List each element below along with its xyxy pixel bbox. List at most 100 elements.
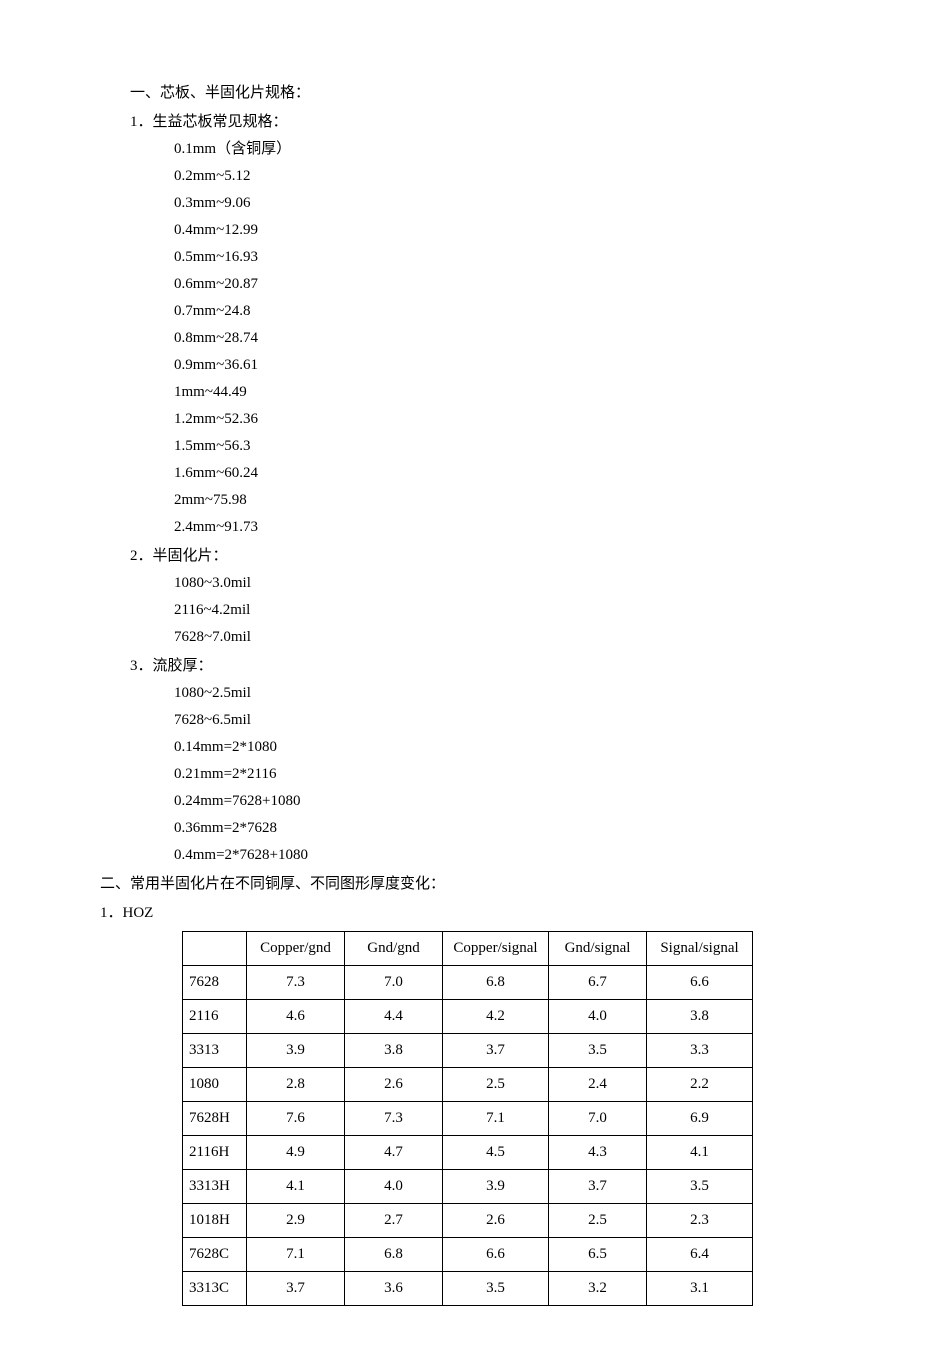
table-cell: 3313C: [183, 1272, 247, 1306]
table-row: 2116 4.6 4.4 4.2 4.0 3.8: [183, 1000, 753, 1034]
table-cell: 1018H: [183, 1204, 247, 1238]
table-cell: 7.0: [549, 1102, 647, 1136]
table-cell: 3313H: [183, 1170, 247, 1204]
table-cell: 2.2: [647, 1068, 753, 1102]
table-cell: 4.1: [247, 1170, 345, 1204]
table-cell: 2116H: [183, 1136, 247, 1170]
table-cell: 3.9: [443, 1170, 549, 1204]
list-item: 2.4mm~91.73: [130, 514, 820, 541]
table-cell: 4.0: [549, 1000, 647, 1034]
table-cell: 3.7: [549, 1170, 647, 1204]
table-cell: 2.7: [345, 1204, 443, 1238]
table-cell: 7.6: [247, 1102, 345, 1136]
list-item: 0.21mm=2*2116: [130, 761, 820, 788]
table-row: 3313 3.9 3.8 3.7 3.5 3.3: [183, 1034, 753, 1068]
table-cell: 3.1: [647, 1272, 753, 1306]
table-cell: 4.7: [345, 1136, 443, 1170]
list-item: 1080~3.0mil: [130, 570, 820, 597]
table-header: Copper/gnd: [247, 932, 345, 966]
list-item: 1mm~44.49: [130, 379, 820, 406]
sub-1-2-heading: 2．半固化片：: [130, 543, 820, 570]
table-cell: 3.9: [247, 1034, 345, 1068]
table-cell: 7628H: [183, 1102, 247, 1136]
sub-1-3-heading: 3．流胶厚：: [130, 653, 820, 680]
table-cell: 2.5: [549, 1204, 647, 1238]
table-cell: 3.7: [443, 1034, 549, 1068]
table-cell: 2.4: [549, 1068, 647, 1102]
sub-2-1-heading: 1．HOZ: [100, 900, 820, 927]
table-header: Gnd/signal: [549, 932, 647, 966]
table-cell: 2.9: [247, 1204, 345, 1238]
table-cell: 3.5: [549, 1034, 647, 1068]
list-item: 2mm~75.98: [130, 487, 820, 514]
table-cell: 2116: [183, 1000, 247, 1034]
subsection-1-3: 3．流胶厚： 1080~2.5mil 7628~6.5mil 0.14mm=2*…: [130, 653, 820, 869]
table-cell: 3.2: [549, 1272, 647, 1306]
table-row: 3313H 4.1 4.0 3.9 3.7 3.5: [183, 1170, 753, 1204]
table-cell: 3.8: [345, 1034, 443, 1068]
table-cell: 6.9: [647, 1102, 753, 1136]
list-item: 1.6mm~60.24: [130, 460, 820, 487]
list-item: 0.1mm（含铜厚）: [130, 136, 820, 163]
table-cell: 7.1: [443, 1102, 549, 1136]
list-item: 0.6mm~20.87: [130, 271, 820, 298]
table-cell: 6.5: [549, 1238, 647, 1272]
table-cell: 3.5: [647, 1170, 753, 1204]
section-2-heading: 二、常用半固化片在不同铜厚、不同图形厚度变化：: [100, 871, 820, 898]
list-item: 0.14mm=2*1080: [130, 734, 820, 761]
table-header: Copper/signal: [443, 932, 549, 966]
table-cell: 7.1: [247, 1238, 345, 1272]
table-cell: 6.8: [443, 966, 549, 1000]
table-cell: 6.6: [443, 1238, 549, 1272]
list-item: 1.2mm~52.36: [130, 406, 820, 433]
table-cell: 7.0: [345, 966, 443, 1000]
list-item: 0.7mm~24.8: [130, 298, 820, 325]
table-cell: 4.0: [345, 1170, 443, 1204]
list-item: 0.24mm=7628+1080: [130, 788, 820, 815]
table-cell: 7628C: [183, 1238, 247, 1272]
table-cell: 3.7: [247, 1272, 345, 1306]
table-row: 1080 2.8 2.6 2.5 2.4 2.2: [183, 1068, 753, 1102]
table-cell: 7.3: [247, 966, 345, 1000]
table-row: 3313C 3.7 3.6 3.5 3.2 3.1: [183, 1272, 753, 1306]
sub-1-1-heading: 1．生益芯板常见规格：: [130, 109, 820, 136]
table-cell: 3313: [183, 1034, 247, 1068]
table-cell: 2.5: [443, 1068, 549, 1102]
table-cell: 4.2: [443, 1000, 549, 1034]
table-row: 7628 7.3 7.0 6.8 6.7 6.6: [183, 966, 753, 1000]
list-item: 7628~7.0mil: [130, 624, 820, 651]
list-item: 0.8mm~28.74: [130, 325, 820, 352]
list-item: 2116~4.2mil: [130, 597, 820, 624]
table-cell: 6.6: [647, 966, 753, 1000]
table-cell: 3.8: [647, 1000, 753, 1034]
table-header-row: Copper/gnd Gnd/gnd Copper/signal Gnd/sig…: [183, 932, 753, 966]
subsection-1-1: 1．生益芯板常见规格： 0.1mm（含铜厚） 0.2mm~5.12 0.3mm~…: [130, 109, 820, 541]
table-cell: 3.3: [647, 1034, 753, 1068]
table-cell: 6.4: [647, 1238, 753, 1272]
table-row: 7628C 7.1 6.8 6.6 6.5 6.4: [183, 1238, 753, 1272]
table-cell: 7.3: [345, 1102, 443, 1136]
table-cell: 4.1: [647, 1136, 753, 1170]
list-item: 0.36mm=2*7628: [130, 815, 820, 842]
table-row: 7628H 7.6 7.3 7.1 7.0 6.9: [183, 1102, 753, 1136]
section-1-heading: 一、芯板、半固化片规格：: [130, 80, 820, 107]
table-cell: 6.7: [549, 966, 647, 1000]
table-row: 2116H 4.9 4.7 4.5 4.3 4.1: [183, 1136, 753, 1170]
table-header: Signal/signal: [647, 932, 753, 966]
table-header: Gnd/gnd: [345, 932, 443, 966]
list-item: 0.4mm=2*7628+1080: [130, 842, 820, 869]
table-cell: 4.3: [549, 1136, 647, 1170]
table-cell: 4.5: [443, 1136, 549, 1170]
table-cell: 3.5: [443, 1272, 549, 1306]
table-cell: 7628: [183, 966, 247, 1000]
table-cell: 2.3: [647, 1204, 753, 1238]
table-cell: 2.8: [247, 1068, 345, 1102]
table-cell: 6.8: [345, 1238, 443, 1272]
list-item: 1080~2.5mil: [130, 680, 820, 707]
table-cell: 2.6: [443, 1204, 549, 1238]
list-item: 0.4mm~12.99: [130, 217, 820, 244]
table-cell: 4.6: [247, 1000, 345, 1034]
table-header: [183, 932, 247, 966]
list-item: 1.5mm~56.3: [130, 433, 820, 460]
table-row: 1018H 2.9 2.7 2.6 2.5 2.3: [183, 1204, 753, 1238]
